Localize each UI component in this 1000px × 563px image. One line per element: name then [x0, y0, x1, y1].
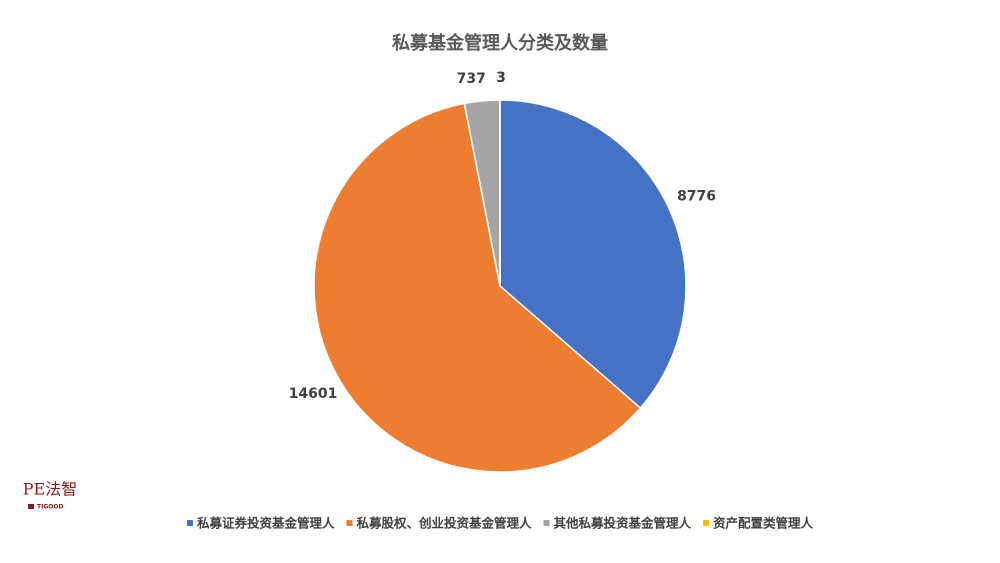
logo-text: PE法智	[23, 480, 77, 499]
legend-marker	[186, 520, 193, 526]
data-label: 8776	[677, 188, 716, 204]
logo-icon	[28, 504, 34, 509]
legend-label: 私募证券投资基金管理人	[196, 516, 335, 531]
pie-slice	[313, 102, 642, 473]
data-label: 737	[457, 71, 486, 87]
data-label: 3	[496, 70, 506, 86]
pie-slice	[499, 99, 687, 410]
data-label: 14601	[289, 386, 338, 402]
logo: PE法智 TIGOOD	[23, 480, 77, 511]
legend-label: 资产配置类管理人	[713, 516, 814, 531]
legend-label: 其他私募投资基金管理人	[554, 516, 692, 531]
legend-label: 私募股权、创业投资基金管理人	[355, 516, 532, 531]
legend-marker	[703, 520, 710, 526]
legend-marker	[543, 520, 550, 526]
legend-marker	[346, 520, 353, 526]
chart-title: 私募基金管理人分类及数量	[392, 32, 608, 54]
logo-subtext: TIGOOD	[37, 504, 63, 511]
legend: 私募证券投资基金管理人 私募股权、创业投资基金管理人 其他私募投资基金管理人 资产配置…	[186, 516, 814, 531]
